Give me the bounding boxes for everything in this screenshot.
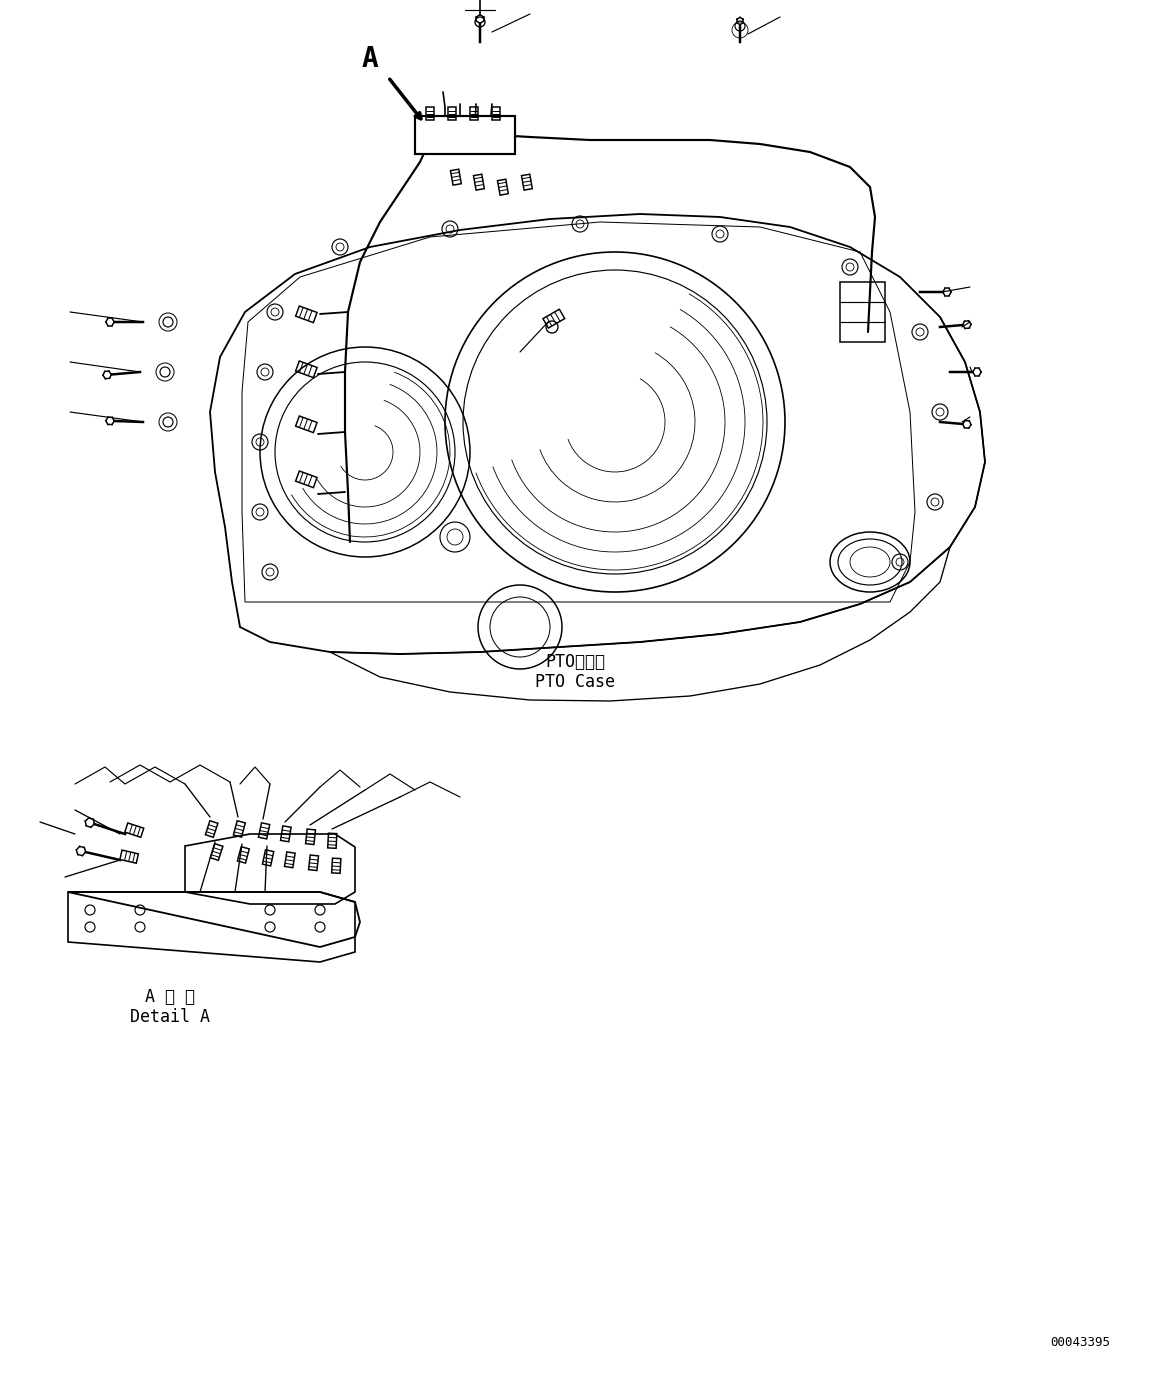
Text: Detail A: Detail A (130, 1007, 211, 1025)
Text: A: A (362, 46, 378, 73)
Text: PTO Case: PTO Case (535, 673, 615, 691)
Bar (840, 282, 885, 341)
Text: A 詳 細: A 詳 細 (145, 988, 195, 1006)
Text: PTOケース: PTOケース (545, 654, 605, 672)
Bar (415, 116, 515, 153)
Text: 00043395: 00043395 (1050, 1335, 1110, 1349)
